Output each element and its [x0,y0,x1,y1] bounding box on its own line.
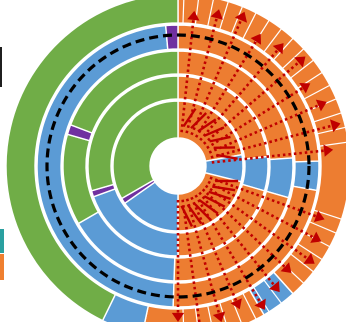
inner-hook-upper-1 [182,107,197,128]
dotted-spokes [171,9,341,322]
upper-arrowhead-7 [299,82,311,94]
upper-arrowhead-4 [250,33,262,45]
lower-arrowhead-2 [310,231,322,243]
left-edge-mark-orange [0,254,4,280]
left-edge-mark [0,47,2,87]
inner-hook-upper-3 [197,118,217,133]
tick-line [207,0,214,27]
tick-line [290,59,314,79]
lower-spoke-6 [194,194,263,306]
lower-arrowhead-5 [268,280,280,293]
ring-1-segment-5-green [5,0,179,322]
inner-hook-8 [180,205,194,227]
tick-line [313,112,342,123]
tick-line [253,286,270,313]
ring-4-segment-6-green [87,75,179,192]
tick-line [194,307,198,322]
tick-line [317,126,346,135]
lower-arrowhead-7 [230,298,242,310]
lower-spoke-5 [198,191,277,289]
inner-hook-4 [203,195,226,208]
ring-3-segment-7-green [69,50,179,134]
upper-arrowhead-1 [187,10,200,21]
upper-arrowhead-3 [234,11,248,23]
upper-spoke-5 [199,46,281,142]
tick-line [242,293,257,320]
tick-line [263,28,282,53]
inner-hook-3 [208,190,231,200]
tick-line [263,279,282,304]
inner-hook-upper-4 [203,126,225,137]
tick-line [297,243,323,261]
left-edge-mark-teal [0,229,4,253]
ring-5-segment-6-green [112,100,179,200]
center-hole [154,142,202,190]
upper-arrowhead-9 [329,119,341,133]
lower-arrowhead-4 [280,262,292,274]
lower-arrowhead-1 [313,210,325,223]
upper-spoke-9 [210,123,336,159]
tick-line [282,48,305,69]
dashed-boundary-circle [45,33,311,299]
lower-spoke-2 [207,180,317,240]
lower-spoke-3 [204,184,311,262]
upper-spoke-8 [208,103,322,154]
inner-hook-7 [186,204,203,225]
tick-line [242,12,257,39]
inner-hook-upper-7 [216,153,238,160]
upper-spoke-2 [185,14,219,134]
upper-arrowhead-8 [315,99,327,112]
lower-arrowhead-6 [254,298,266,310]
ring-2-segment-5-purple [164,24,179,51]
upper-arrowhead-5 [272,43,284,55]
tick-line [182,0,185,24]
inner-hook-upper-2 [190,112,208,130]
lower-spoke-8 [185,198,222,317]
tick-line [303,84,331,100]
lower-arrowhead-3 [303,252,315,264]
tick-line [219,1,229,30]
upper-arrowhead-2 [210,9,223,20]
tick-line [273,37,294,61]
inner-hook-upper-5 [209,135,231,143]
upper-spoke-6 [202,59,302,145]
lower-arrowhead-8 [212,311,226,322]
upper-arrowhead-10 [323,144,334,157]
inner-hook-6 [192,201,211,220]
lower-arrowhead-10 [171,312,185,322]
upper-arrowhead-6 [294,56,306,68]
tick-line [219,302,227,322]
inner-hook-5 [198,198,219,215]
inner-hook-2 [212,185,236,192]
lower-spoke-9 [181,199,201,322]
tick-line [231,6,243,34]
tick-line [207,305,212,322]
upper-spoke-3 [190,16,244,136]
tick-line [273,271,294,295]
tick-line [309,221,337,234]
ring-3-segment-2-blue [265,157,294,199]
tick-line [290,253,314,273]
